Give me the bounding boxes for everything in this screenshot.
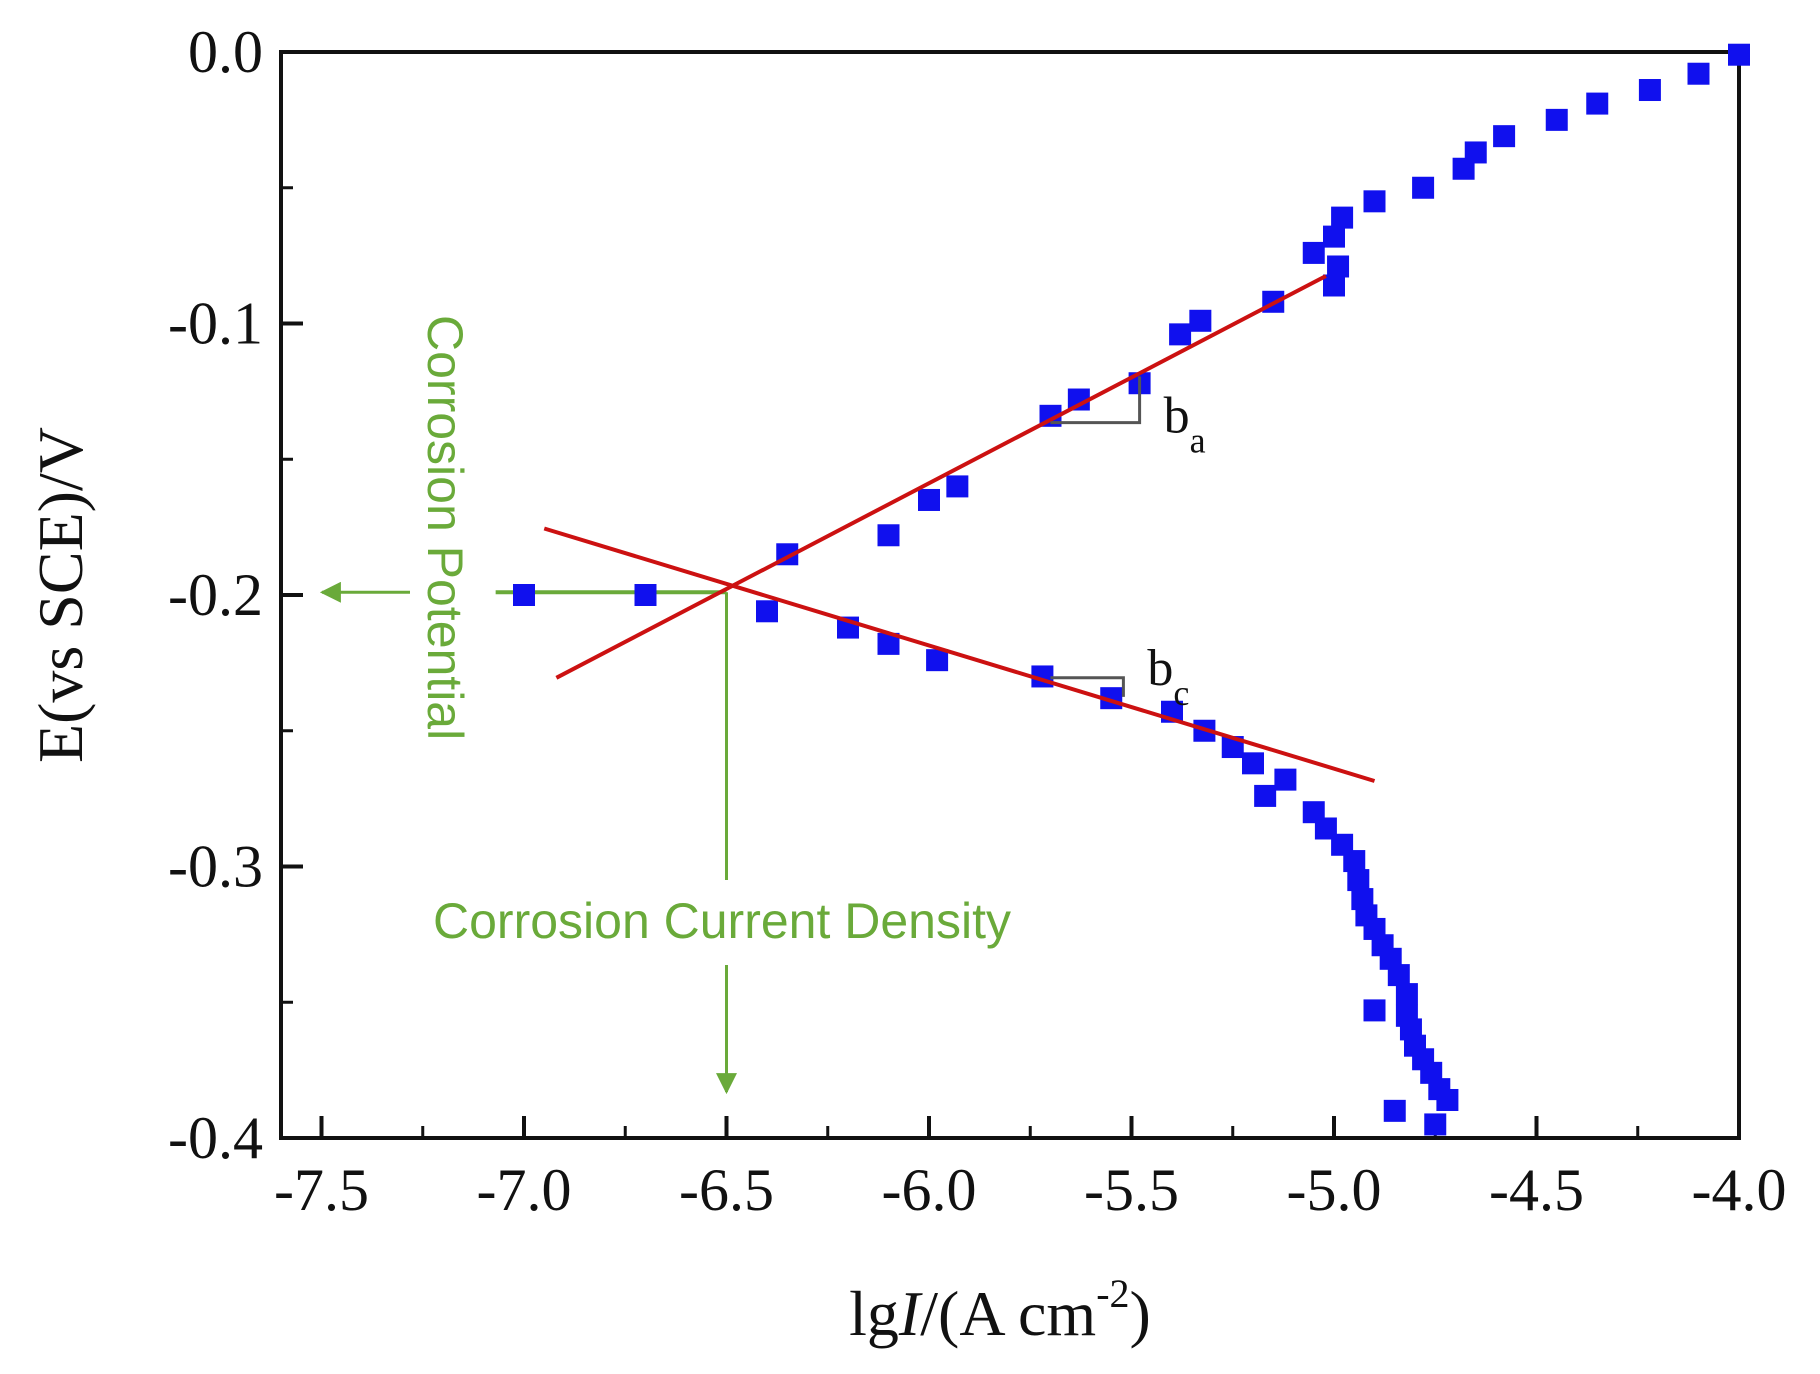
data-point (1424, 1113, 1447, 1136)
data-point (1323, 274, 1345, 297)
y-axis-tick-labels: 0.0 -0.1 -0.2 -0.3 -0.4 (168, 19, 263, 1171)
data-point (1242, 752, 1264, 775)
data-point (1327, 255, 1350, 278)
tafel-slope-brackets: ba bc (1050, 376, 1206, 713)
data-point (756, 600, 778, 623)
x-tick-label: -4.0 (1692, 1157, 1787, 1223)
data-point (1387, 964, 1410, 987)
data-point (1254, 784, 1277, 807)
x-axis-ticks (319, 1116, 1741, 1138)
data-point (1343, 850, 1366, 873)
data-point (877, 524, 900, 547)
data-point (1395, 983, 1418, 1006)
x-tick-label: -7.5 (274, 1157, 369, 1223)
tafel-fit-lines (543, 274, 1376, 783)
y-tick-label: -0.3 (168, 834, 263, 900)
data-point (1067, 388, 1090, 411)
x-tick-label: -7.0 (477, 1157, 572, 1223)
data-point (1493, 125, 1516, 148)
x-axis-title: lgI/(A cm-2) (849, 1271, 1151, 1349)
tafel-slope-label-a: ba (1164, 388, 1206, 461)
x-tick-label: -6.0 (882, 1157, 977, 1223)
y-tick-label: -0.4 (168, 1105, 263, 1171)
data-point (1274, 768, 1297, 791)
y-tick-label: 0.0 (188, 19, 263, 85)
corrosion-current-density-label: Corrosion Current Density (433, 893, 1011, 949)
data-point (634, 584, 657, 606)
data-point (877, 632, 900, 655)
data-point (1363, 190, 1386, 213)
data-point (1436, 1088, 1459, 1111)
data-point (513, 584, 535, 606)
data-point (1728, 43, 1750, 66)
data-point (1169, 323, 1192, 346)
plot-frame (279, 50, 1741, 1140)
data-point (918, 488, 940, 511)
y-tick-label: -0.2 (168, 562, 263, 628)
tafel-bracket-a (1050, 376, 1142, 425)
data-point (1383, 1099, 1406, 1122)
data-point (1687, 62, 1710, 85)
data-point (926, 649, 949, 672)
y-axis-ticks (281, 50, 303, 1140)
fit-line-cathodic (543, 526, 1376, 783)
data-point (1347, 869, 1370, 892)
data-point (1302, 241, 1325, 264)
tafel-slope-label-c: bc (1147, 640, 1189, 713)
annotation-arrows (319, 581, 737, 1095)
data-point (1331, 206, 1354, 229)
data-point (1189, 309, 1212, 332)
y-tick-label: -0.1 (168, 291, 263, 357)
x-tick-label: -4.5 (1489, 1157, 1584, 1223)
data-point (1412, 176, 1435, 199)
x-axis-tick-labels: -7.5 -7.0 -6.5 -6.0 -5.5 -5.0 -4.5 -4.0 (274, 1157, 1786, 1223)
data-point (1638, 79, 1661, 102)
data-point (1545, 108, 1568, 131)
data-point (946, 475, 969, 498)
x-tick-label: -5.5 (1084, 1157, 1179, 1223)
corrosion-potential-label: Corrosion Potential (417, 315, 473, 740)
data-point (1586, 92, 1609, 115)
x-tick-label: -5.0 (1287, 1157, 1382, 1223)
fit-line-anodic (555, 274, 1327, 680)
y-axis-title: E(vs SCE)/V (25, 427, 96, 763)
data-point (1323, 225, 1345, 248)
tafel-bracket-c (1050, 676, 1125, 697)
data-point (1464, 141, 1487, 164)
x-tick-label: -6.5 (679, 1157, 774, 1223)
data-point (1363, 999, 1386, 1022)
data-points (513, 43, 1750, 1136)
